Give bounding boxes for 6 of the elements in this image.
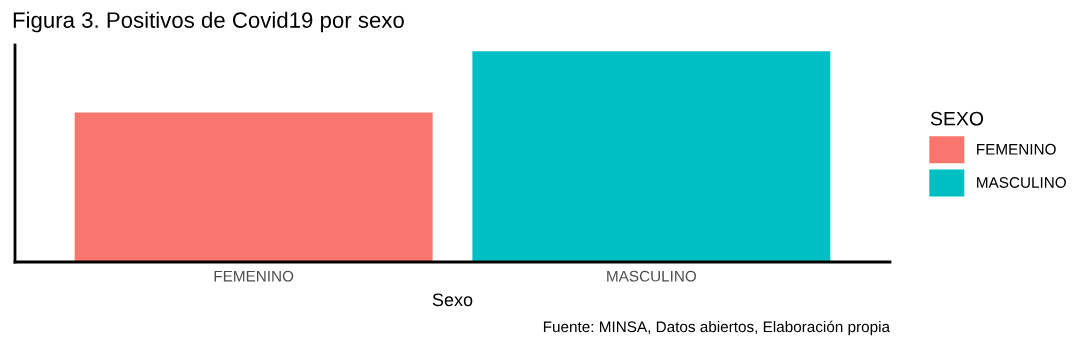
- legend-label: FEMENINO: [977, 143, 1056, 155]
- legend-title: SEXO: [930, 111, 984, 126]
- source-note: Fuente: MINSA, Datos abiertos, Elaboración propia: [543, 320, 891, 336]
- x-axis-title: Sexo: [432, 293, 473, 307]
- chart-title: Figura 3. Positivos de Covid19 por sexo: [13, 11, 404, 33]
- legend-label: MASCULINO: [977, 177, 1066, 188]
